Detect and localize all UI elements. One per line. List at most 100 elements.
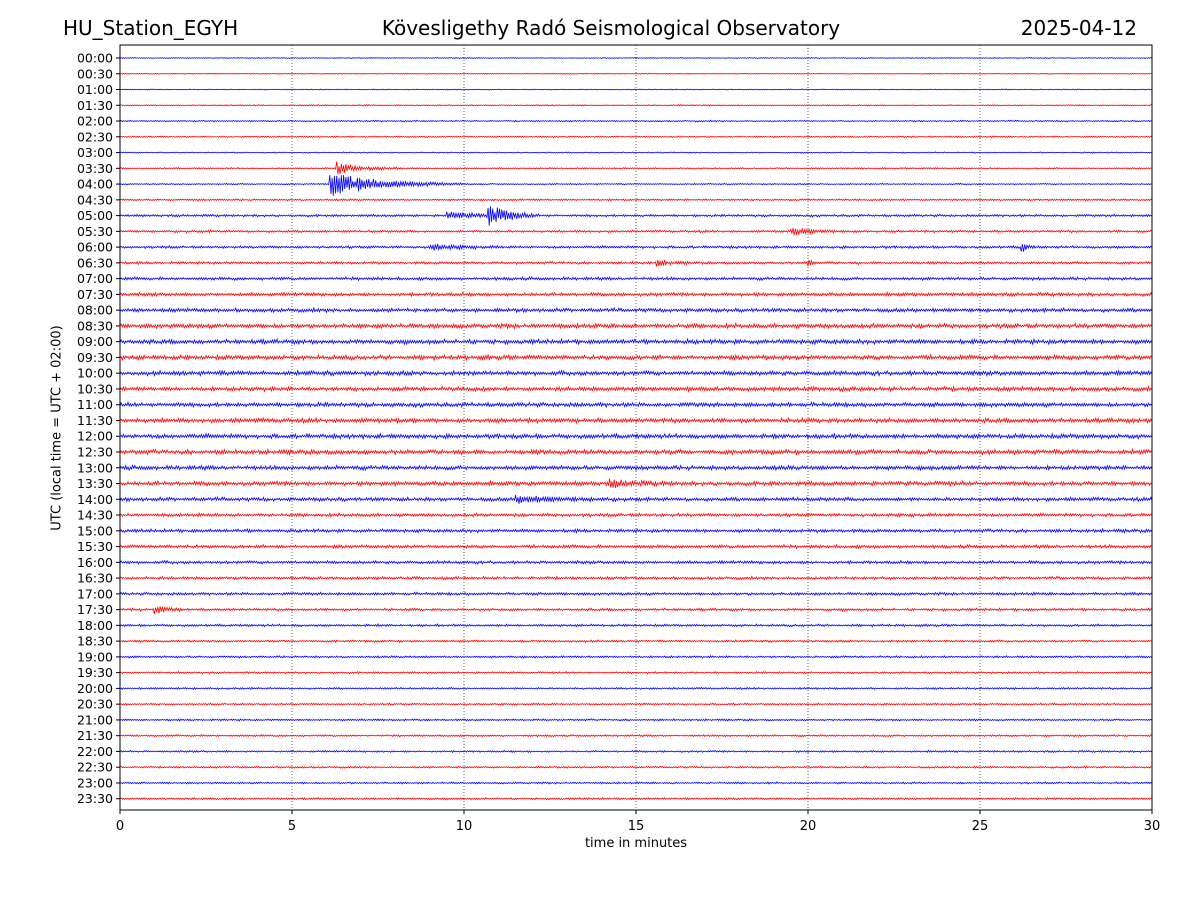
trace-0800 (119, 306, 1153, 314)
y-tick-label: 17:00 (77, 586, 113, 601)
y-tick-label: 07:00 (77, 271, 113, 286)
y-tick-label: 16:30 (77, 571, 113, 586)
trace-1800 (119, 623, 1153, 628)
trace-1030 (119, 384, 1153, 394)
y-tick-label: 11:30 (77, 413, 113, 428)
trace-0700 (119, 275, 1153, 282)
trace-2100 (119, 718, 1153, 722)
trace-1330 (119, 478, 1153, 489)
y-tick-label: 18:30 (77, 634, 113, 649)
y-tick-label: 12:00 (77, 429, 113, 444)
y-tick-label: 10:30 (77, 381, 113, 396)
trace-0900 (119, 337, 1153, 346)
trace-1930 (119, 670, 1153, 675)
x-tick-label: 10 (456, 819, 473, 834)
trace-0530 (119, 227, 1153, 236)
trace-2230 (119, 765, 1153, 769)
x-axis-label: time in minutes (584, 836, 688, 851)
y-tick-label: 03:00 (77, 145, 113, 160)
trace-2330 (119, 796, 1153, 801)
trace-0830 (119, 321, 1153, 330)
trace-1400 (119, 494, 1153, 504)
date-title: 2025-04-12 (1020, 16, 1137, 40)
trace-1900 (119, 654, 1153, 659)
trace-1200 (119, 432, 1153, 441)
y-tick-label: 05:30 (77, 224, 113, 239)
trace-1430 (119, 512, 1153, 518)
trace-0200 (119, 119, 1153, 123)
trace-0100 (119, 88, 1153, 91)
trace-0230 (119, 135, 1153, 139)
y-tick-label: 04:30 (77, 192, 113, 207)
x-tick-label: 20 (800, 819, 817, 834)
y-tick-label: 09:00 (77, 334, 113, 349)
y-tick-label: 03:30 (77, 161, 113, 176)
trace-2200 (119, 749, 1153, 754)
trace-1530 (119, 543, 1153, 550)
y-tick-label: 17:30 (77, 602, 113, 617)
y-tick-label: 20:30 (77, 697, 113, 712)
y-tick-label: 23:00 (77, 775, 113, 790)
trace-0730 (119, 291, 1153, 298)
trace-1700 (119, 591, 1153, 597)
trace-0130 (119, 104, 1153, 107)
y-tick-label: 08:00 (77, 303, 113, 318)
trace-2000 (119, 686, 1153, 691)
trace-0330 (119, 161, 1153, 175)
x-axis-ticks: 0 5 10 15 20 25 30 (116, 810, 1160, 834)
trace-1830 (119, 639, 1153, 644)
x-tick-label: 30 (1144, 819, 1161, 834)
y-tick-label: 22:30 (77, 760, 113, 775)
trace-0630 (119, 259, 1153, 267)
trace-0030 (119, 72, 1153, 75)
trace-1500 (119, 527, 1153, 534)
y-tick-label: 08:30 (77, 318, 113, 333)
y-tick-label: 14:00 (77, 492, 113, 507)
trace-0000 (119, 56, 1153, 60)
station-title: HU_Station_EGYH (63, 16, 239, 40)
y-tick-label: 00:30 (77, 66, 113, 81)
trace-1630 (119, 575, 1153, 581)
y-tick-label: 16:00 (77, 555, 113, 570)
y-tick-label: 15:30 (77, 539, 113, 554)
y-tick-label: 06:30 (77, 255, 113, 270)
y-tick-label: 01:00 (77, 82, 113, 97)
y-tick-label: 11:00 (77, 397, 113, 412)
y-axis-ticks: 00:0000:3001:0001:3002:0002:3003:0003:30… (77, 51, 120, 806)
y-tick-label: 20:00 (77, 681, 113, 696)
seismic-traces (119, 56, 1153, 801)
trace-1230 (119, 447, 1153, 457)
plot-area (119, 44, 1153, 811)
trace-1100 (119, 400, 1153, 409)
y-tick-label: 02:00 (77, 114, 113, 129)
trace-2130 (119, 733, 1153, 738)
y-tick-label: 21:00 (77, 712, 113, 727)
y-tick-label: 18:00 (77, 618, 113, 633)
trace-0300 (119, 151, 1153, 154)
y-tick-label: 22:00 (77, 744, 113, 759)
y-tick-label: 10:00 (77, 366, 113, 381)
y-tick-label: 07:30 (77, 287, 113, 302)
x-tick-label: 0 (116, 819, 124, 834)
y-tick-label: 19:30 (77, 665, 113, 680)
trace-1300 (119, 464, 1153, 472)
trace-1600 (119, 559, 1153, 565)
y-tick-label: 15:00 (77, 523, 113, 538)
trace-2300 (119, 781, 1153, 785)
x-tick-label: 15 (628, 819, 645, 834)
x-tick-label: 5 (288, 819, 296, 834)
y-tick-label: 02:30 (77, 129, 113, 144)
y-axis-label: UTC (local time = UTC + 02:00) (49, 325, 65, 531)
y-tick-label: 19:00 (77, 649, 113, 664)
y-tick-label: 23:30 (77, 791, 113, 806)
observatory-title: Kövesligethy Radó Seismological Observat… (381, 16, 841, 40)
trace-0500 (119, 206, 1153, 226)
trace-0430 (119, 198, 1153, 202)
y-tick-label: 00:00 (77, 51, 113, 66)
trace-2030 (119, 702, 1153, 706)
y-tick-label: 01:30 (77, 98, 113, 113)
y-tick-label: 12:30 (77, 445, 113, 460)
y-tick-label: 14:30 (77, 508, 113, 523)
trace-0930 (119, 353, 1153, 362)
